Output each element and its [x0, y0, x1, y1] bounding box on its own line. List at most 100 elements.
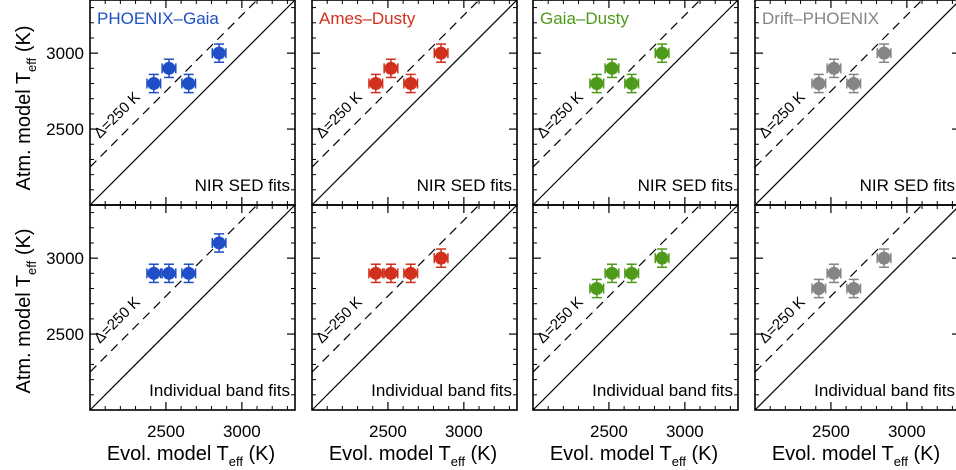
model-name-label: Drift–PHOENIX	[762, 9, 879, 28]
y-tick-label: 3000	[46, 249, 84, 268]
panel-band-2: Δ=250 K 2500 3000 Individual band fits	[311, 204, 518, 441]
one-to-one-line	[754, 3, 956, 205]
data-marker	[212, 236, 226, 250]
data-point	[826, 263, 842, 284]
data-marker	[605, 266, 619, 280]
data-point	[589, 73, 605, 94]
panel-band-4: Δ=250 K 2500 3000 Individual band fits	[754, 204, 956, 441]
offset-dashed-line	[311, 205, 480, 373]
panel-plot-area	[532, 0, 739, 205]
model-name-label: Gaia–Dusty	[540, 9, 629, 28]
data-point	[433, 43, 449, 64]
panel-band-3: Δ=250 K 2500 3000 Individual band fits	[532, 204, 739, 441]
y-tick-label: 2500	[46, 325, 84, 344]
panel-nir-2: Δ=250 K Ames–Dusty NIR SED fits	[311, 0, 518, 206]
one-to-one-line	[754, 208, 956, 410]
data-marker	[147, 266, 161, 280]
y-tick-label: 3000	[46, 44, 84, 63]
data-marker	[404, 266, 418, 280]
offset-dashed-line	[89, 0, 258, 168]
data-marker	[590, 77, 604, 91]
panel-plot-area	[754, 0, 956, 205]
data-marker	[369, 266, 383, 280]
data-marker	[434, 46, 448, 60]
panel-frame	[89, 204, 296, 411]
data-marker	[147, 77, 161, 91]
data-marker	[625, 77, 639, 91]
data-marker	[369, 77, 383, 91]
offset-label: Δ=250 K	[313, 294, 366, 347]
data-marker	[877, 46, 891, 60]
panel-plot-area	[89, 205, 296, 410]
data-point	[161, 263, 177, 284]
data-point	[654, 43, 670, 64]
y-axis-label-top: Atm. model Teff (K)	[13, 26, 39, 191]
offset-dashed-line	[754, 0, 923, 168]
offset-label: Δ=250 K	[534, 89, 587, 142]
data-marker	[655, 251, 669, 265]
data-point	[876, 248, 892, 269]
panel-plot-area	[754, 205, 956, 410]
one-to-one-line	[532, 205, 739, 410]
data-marker	[590, 282, 604, 296]
fit-type-label: Individual band fits	[371, 381, 512, 400]
fit-type-label: Individual band fits	[814, 381, 955, 400]
data-marker	[384, 266, 398, 280]
data-marker	[625, 266, 639, 280]
data-point	[211, 43, 227, 64]
data-marker	[827, 61, 841, 75]
x-axis-label-col4: Evol. model Teff (K)	[772, 443, 940, 469]
data-marker	[847, 282, 861, 296]
fit-type-label: NIR SED fits	[860, 176, 955, 195]
x-tick-label: 3000	[445, 422, 483, 441]
panel-plot-area	[311, 0, 518, 205]
data-point	[654, 248, 670, 269]
offset-dashed-line	[532, 205, 701, 373]
data-marker	[655, 46, 669, 60]
offset-dashed-line	[532, 0, 701, 168]
data-marker	[812, 282, 826, 296]
offset-label: Δ=250 K	[91, 89, 144, 142]
data-point	[368, 73, 384, 94]
data-point	[181, 263, 197, 284]
data-point	[368, 263, 384, 284]
data-point	[811, 278, 827, 299]
data-marker	[162, 266, 176, 280]
x-tick-label: 3000	[223, 422, 261, 441]
x-tick-label: 2500	[147, 422, 185, 441]
panel-frame	[532, 204, 739, 411]
data-point	[624, 263, 640, 284]
data-point	[403, 73, 419, 94]
x-axis-label-col3: Evol. model Teff (K)	[550, 443, 718, 469]
x-tick-label: 3000	[888, 422, 926, 441]
y-axis-label-bottom: Atm. model Teff (K)	[13, 229, 39, 394]
panel-frame	[754, 204, 956, 411]
data-marker	[384, 61, 398, 75]
one-to-one-line	[532, 0, 739, 205]
x-tick-label: 2500	[369, 422, 407, 441]
data-point	[876, 43, 892, 64]
data-point	[433, 248, 449, 269]
data-point	[181, 73, 197, 94]
data-marker	[434, 251, 448, 265]
y-tick-label: 2500	[46, 120, 84, 139]
data-marker	[182, 266, 196, 280]
data-marker	[847, 77, 861, 91]
fit-type-label: NIR SED fits	[195, 176, 290, 195]
panel-frame	[311, 204, 518, 411]
offset-label: Δ=250 K	[756, 294, 809, 347]
panel-nir-3: Δ=250 K Gaia–Dusty NIR SED fits	[532, 0, 739, 206]
data-point	[383, 58, 399, 79]
x-axis-label-col1: Evol. model Teff (K)	[107, 443, 275, 469]
fit-type-label: NIR SED fits	[417, 176, 512, 195]
offset-label: Δ=250 K	[313, 89, 366, 142]
data-point	[604, 263, 620, 284]
panel-plot-area	[311, 205, 518, 410]
data-marker	[827, 266, 841, 280]
offset-label: Δ=250 K	[756, 89, 809, 142]
one-to-one-line	[89, 205, 296, 410]
data-point	[589, 278, 605, 299]
x-tick-label: 2500	[590, 422, 628, 441]
data-point	[826, 58, 842, 79]
